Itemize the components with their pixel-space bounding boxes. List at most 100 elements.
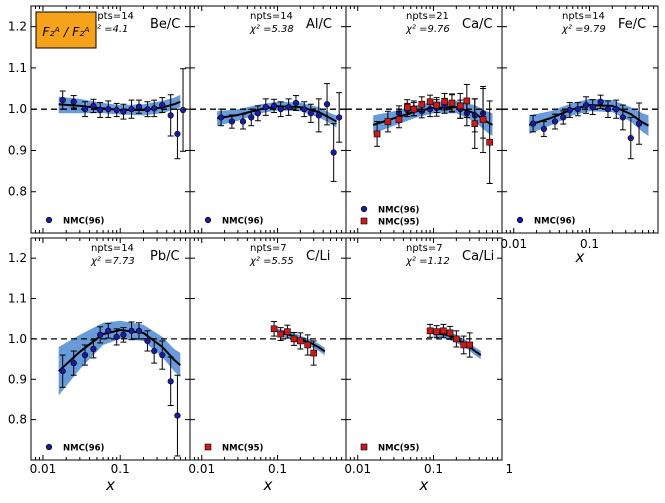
panel-frame [345,237,503,461]
data-point [59,97,66,104]
data-point [90,102,97,109]
legend-marker [360,217,368,225]
data-point [248,114,255,121]
x-tick-label: 0.01 [30,462,57,476]
data-point [284,328,291,335]
data-point [460,341,468,349]
chi2-label: χ² =7.73 [90,256,135,267]
y-tick-label: 1.0 [8,102,27,116]
data-point [159,101,166,109]
data-point [97,331,104,338]
data-point [277,330,284,338]
ratio-badge [35,11,97,49]
data-point [135,327,143,334]
legend-marker [360,443,368,451]
data-point [540,125,548,133]
x-tick-label: 0.1 [111,462,130,476]
y-tick-label: 0.8 [8,185,27,199]
panel-title: Fe/C [618,17,646,32]
data-point [315,112,322,119]
data-point [433,328,440,335]
data-point [113,106,120,114]
data-point [90,345,97,353]
x-tick-label: 0.1 [424,462,443,476]
data-point [418,100,426,108]
data-point [330,149,337,156]
data-point [120,108,127,115]
legend-label: NMC(96) [378,206,420,216]
panel-title: Pb/C [150,249,180,264]
y-tick-label: 1.0 [8,332,27,346]
legend-marker [45,216,53,224]
data-point [120,331,127,338]
data-point [426,327,434,335]
chi2-label: χ² =5.55 [249,256,294,267]
panel-frame [189,5,347,234]
y-tick-label: 1.2 [8,20,27,34]
data-point [466,341,474,349]
panel-title: Ca/C [462,17,493,32]
chi2-label: χ² =4.1 [90,24,128,35]
data-point [179,106,187,114]
data-point [270,102,278,109]
legend-label: NMC(95) [222,444,264,454]
panel-c-li: C/Li npts=7 χ² =5.55 NMC(95) [189,237,347,461]
ratio-badge-label: F₂ᴬ / F₂ᴬ [42,24,89,39]
data-point [128,327,135,334]
data-point [426,98,434,106]
data-point [128,106,135,113]
panel-frame [501,5,659,234]
data-point [441,98,448,106]
data-point [635,120,643,127]
panel-al-c: Al/C npts=14 χ² =5.38 NMC(96) [189,5,347,234]
uncertainty-band [433,328,481,360]
y-tick-label: 1.1 [8,61,27,75]
data-point [277,106,284,113]
data-point [446,329,454,337]
data-point [323,101,331,108]
data-point [105,327,112,334]
legend-label: NMC(95) [378,218,420,228]
data-point [304,341,312,349]
data-point [81,351,89,359]
npts-label: npts=14 [250,11,293,22]
data-point [151,105,158,112]
data-point [486,138,493,146]
legend-marker [516,216,524,224]
data-point [97,106,104,114]
data-point [167,378,174,385]
legend-label: NMC(95) [378,444,420,454]
legend-label: NMC(96) [63,217,105,227]
data-point [70,98,77,105]
data-point [174,412,181,419]
legend-label: NMC(96) [63,444,105,454]
data-point [336,114,343,121]
data-point [297,337,304,345]
x-tick-label: 0.1 [580,237,599,251]
chi2-label: χ² =1.12 [405,256,450,267]
data-point [479,116,487,123]
data-point [239,118,247,125]
x-tick-label: 0.01 [344,462,371,476]
data-point [589,104,596,111]
npts-label: npts=7 [250,243,287,254]
data-point [463,97,471,105]
data-point [262,104,269,111]
x-axis-label: x [263,476,273,494]
data-point [440,327,447,335]
data-point [228,118,236,125]
x-tick-label: 1 [506,462,514,476]
npts-label: npts=21 [406,11,449,22]
data-point [384,118,392,125]
chi2-label: χ² =9.76 [405,24,450,35]
panel-pb-c: Pb/C npts=14 χ² =7.73 NMC(96) 0.8 0.9 1.0 1.1 1.… [8,237,191,461]
data-point [433,101,440,109]
data-point [453,335,460,343]
data-point [529,120,537,127]
data-point [301,106,308,113]
x-axis-label: x [105,476,115,494]
data-point [604,106,612,113]
npts-label: npts=14 [562,11,605,22]
legend-marker [204,443,212,451]
